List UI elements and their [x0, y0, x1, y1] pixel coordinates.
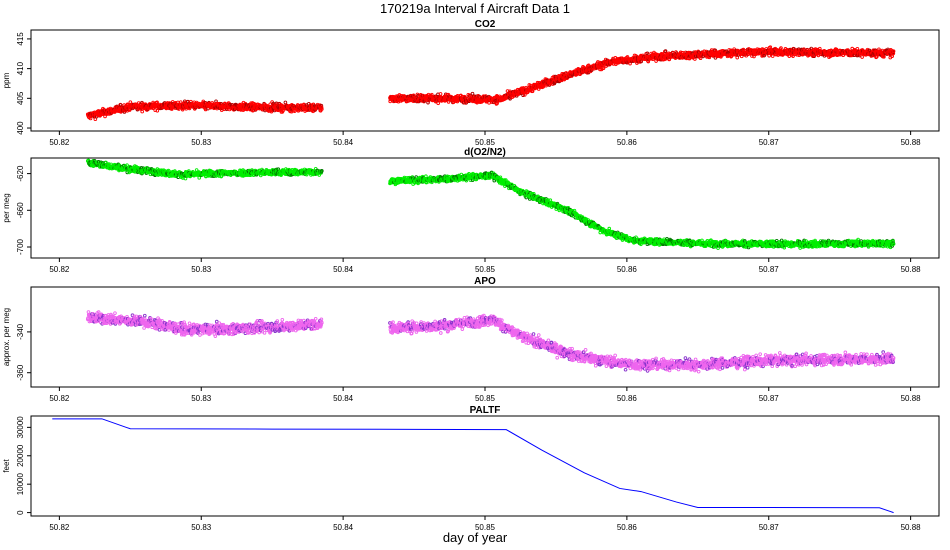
data-point — [118, 103, 123, 107]
data-point — [197, 176, 202, 180]
data-point — [438, 92, 443, 96]
x-tick-label: 50.87 — [759, 138, 780, 147]
x-tick-label: 50.85 — [475, 265, 496, 274]
x-tick-label: 50.83 — [191, 265, 212, 274]
y-tick-label: -700 — [16, 238, 25, 255]
x-tick-label: 50.83 — [191, 138, 212, 147]
x-tick-label: 50.85 — [475, 138, 496, 147]
data-point — [645, 51, 650, 56]
data-point — [93, 117, 98, 121]
data-point — [663, 49, 668, 53]
y-tick-label: -660 — [16, 202, 25, 219]
data-point — [125, 163, 129, 167]
panel-d-o2-n2-: d(O2/N2) per meg 50.82 50.83 50.84 50.85 50.86… — [2, 147, 940, 274]
plot-frame — [30, 29, 940, 132]
y-tick-label: 410 — [16, 61, 25, 75]
x-tick-label: 50.84 — [333, 265, 354, 274]
data-point — [498, 175, 503, 180]
data-point — [276, 167, 281, 171]
y-tick-label: -620 — [16, 165, 25, 182]
y-tick-label: 405 — [16, 91, 25, 105]
data-point — [735, 55, 740, 60]
y-tick-label: 400 — [16, 121, 25, 135]
data-point — [402, 175, 407, 180]
data-point — [855, 46, 860, 51]
data-point — [791, 54, 795, 58]
panel-co2: CO2 ppm 50.82 50.83 50.84 50.85 50.86 50.87 50.8… — [2, 19, 940, 147]
data-point — [762, 53, 767, 58]
x-tick-label: 50.86 — [617, 138, 638, 147]
x-tick-label: 50.88 — [901, 265, 922, 274]
x-tick-label: 50.86 — [617, 265, 638, 274]
data-point — [522, 93, 527, 97]
data-point — [882, 55, 886, 59]
y-axis-label: per meg — [2, 193, 11, 222]
data-point — [688, 50, 693, 55]
data-point — [319, 103, 324, 108]
chart-main-title: 170219a Interval f Aircraft Data 1 — [379, 1, 571, 16]
data-point — [770, 54, 775, 58]
data-point — [890, 54, 894, 58]
data-point — [891, 49, 896, 54]
y-axis-label: ppm — [2, 72, 11, 88]
data-point — [468, 93, 472, 97]
data-point — [319, 105, 324, 110]
data-point — [487, 101, 491, 105]
data-point — [860, 55, 864, 59]
data-point — [693, 57, 697, 61]
plot-area — [85, 158, 896, 250]
data-point — [88, 116, 93, 121]
data-point — [103, 114, 107, 119]
data-point — [891, 51, 896, 56]
data-point — [779, 46, 783, 50]
data-point — [155, 108, 160, 113]
panel-title: d(O2/N2) — [464, 147, 506, 158]
y-tick-label: 415 — [16, 32, 25, 46]
data-point — [436, 101, 441, 106]
x-tick-label: 50.82 — [49, 138, 70, 147]
data-point — [424, 174, 428, 179]
x-tick-label: 50.82 — [49, 265, 70, 274]
data-point — [140, 109, 144, 114]
x-tick-label: 50.84 — [333, 138, 354, 147]
data-point — [320, 169, 324, 173]
panel-title: CO2 — [475, 19, 496, 30]
x-tick-label: 50.87 — [759, 265, 780, 274]
data-point — [320, 107, 324, 111]
x-tick-label: 50.88 — [901, 138, 922, 147]
plot-area — [85, 45, 896, 121]
